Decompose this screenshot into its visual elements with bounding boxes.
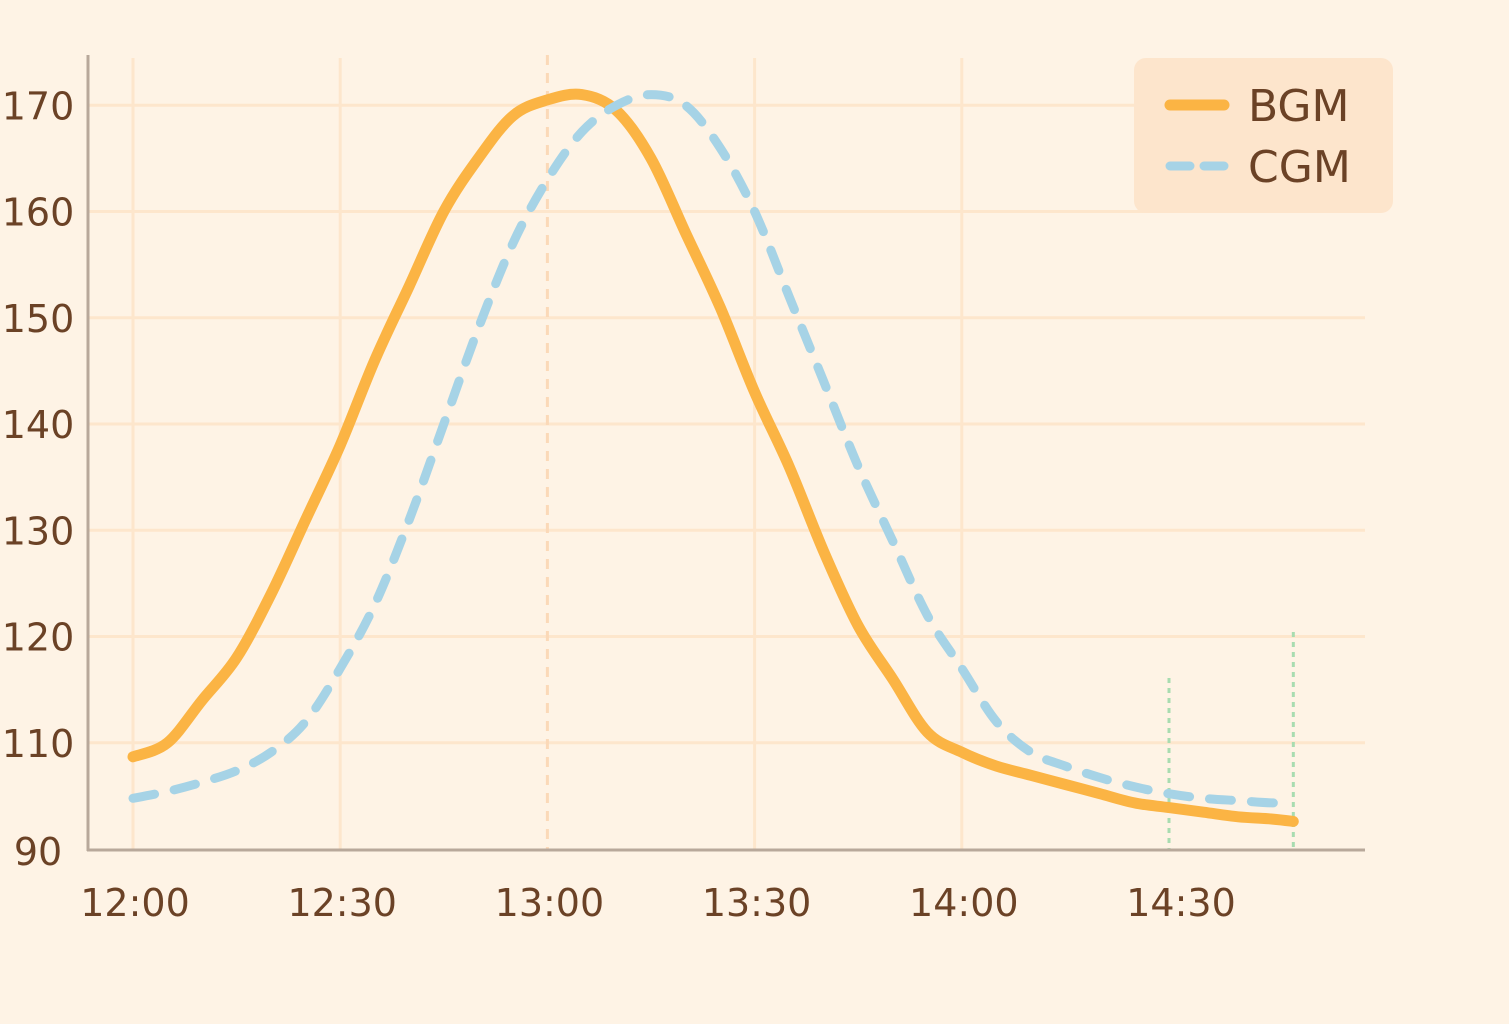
legend-label-bgm: BGM [1248,81,1349,132]
x-tick-label: 12:30 [287,881,397,925]
y-tick-label: 160 [2,191,75,235]
legend-box [1134,58,1393,213]
series-line-cgm [128,90,1298,808]
axes [86,55,1365,852]
reference-lines [545,55,1295,850]
y-tick-label: 110 [2,722,75,766]
x-tick-label: 13:30 [702,881,812,925]
y-tick-label: 130 [2,509,75,553]
legend: BGM CGM [1134,58,1393,213]
series [127,88,1299,827]
x-tick-label: 14:30 [1126,881,1236,925]
x-tick-label: 13:00 [495,881,605,925]
y-tick-label: 140 [2,403,75,447]
y-tick-label: 170 [2,84,75,128]
series-line-bgm [127,88,1299,827]
legend-label-cgm: CGM [1248,142,1351,193]
tick-labels: 90 110 120 130 140 150 160 170 12:00 12:30 13:00 13… [2,84,1236,925]
y-tick-label: 120 [2,616,75,660]
y-tick-label: 90 [14,830,62,874]
x-tick-label: 14:00 [909,881,1019,925]
x-tick-label: 12:00 [80,881,190,925]
y-tick-label: 150 [2,297,75,341]
